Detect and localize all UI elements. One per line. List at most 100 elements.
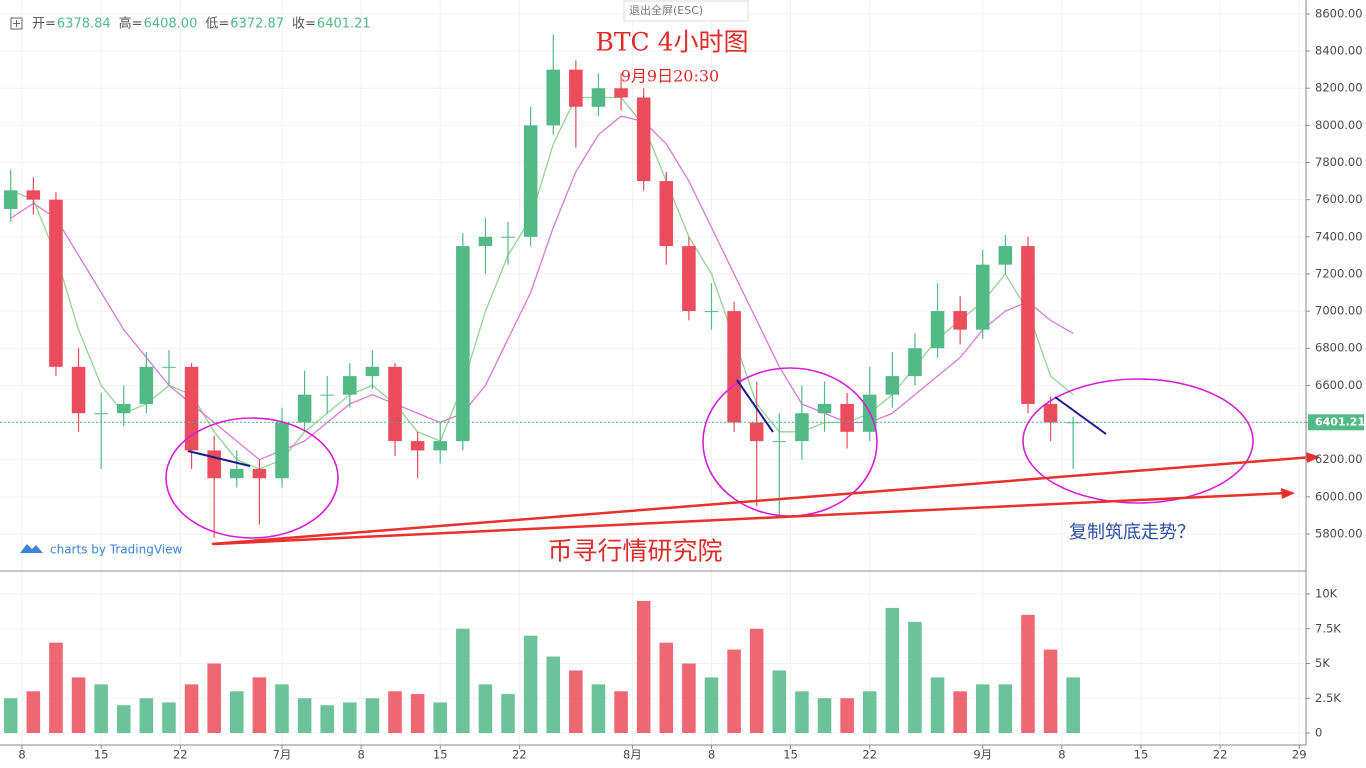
chart-title: BTC 4小时图 [595, 28, 748, 57]
trend-line [736, 379, 774, 433]
x-tick-label: 22 [862, 748, 877, 762]
x-tick-label: 22 [173, 748, 188, 762]
x-tick-label: 7月 [273, 748, 292, 762]
volume-bar [184, 684, 199, 734]
moving-average [10, 115, 1074, 461]
x-tick-label: 15 [94, 748, 109, 762]
volume-bar [975, 684, 990, 734]
x-tick-label: 15 [783, 748, 798, 762]
volume-bar [659, 642, 674, 734]
volume-bar [49, 642, 63, 734]
volume-bar [252, 677, 267, 734]
candle-body [749, 422, 764, 442]
y-tick-label: 7800.00 [1315, 155, 1363, 169]
trend-line [187, 450, 251, 467]
circle [1022, 378, 1254, 504]
y-tick-label: 5800.00 [1315, 526, 1363, 540]
volume-bar [546, 656, 561, 734]
y-tick-label: 6800.00 [1315, 341, 1363, 355]
volume-bar [320, 705, 334, 734]
volume-bar [275, 684, 289, 734]
y-tick-label: 6200.00 [1315, 452, 1363, 466]
volume-bar [682, 663, 696, 734]
candle-body [365, 366, 380, 377]
volume-bar [749, 628, 764, 734]
y-tick-label: 8200.00 [1315, 81, 1363, 95]
volume-bar [94, 684, 108, 734]
volume-bar [207, 663, 221, 734]
volume-bar [139, 698, 154, 734]
x-tick-label: 8 [357, 748, 364, 762]
candle-body [908, 348, 922, 377]
trend-line [1054, 396, 1107, 435]
candle-body [840, 403, 854, 432]
y-tick-label: 6000.00 [1315, 489, 1363, 503]
exit-button-label[interactable]: 退出全屏(ESC) [629, 3, 703, 17]
y-tick-label: 6600.00 [1315, 378, 1363, 392]
volume-bar [478, 684, 493, 734]
last-price-box [1308, 414, 1364, 431]
candle-body [410, 441, 425, 451]
candle-body [501, 236, 515, 238]
x-tick-label: 22 [1213, 748, 1228, 762]
candle-body [3, 190, 18, 209]
candle-body [614, 88, 628, 98]
arrow-head [1306, 452, 1320, 463]
volume-bar [953, 691, 967, 734]
y-tick-label: 8400.00 [1315, 44, 1363, 58]
y-tick-label: 7000.00 [1315, 304, 1363, 318]
candle-body [704, 311, 719, 313]
x-tick-label: 8 [18, 748, 25, 762]
candle-body [433, 441, 448, 451]
candle-body [817, 403, 832, 414]
exit-button[interactable] [623, 0, 749, 22]
candle-body [388, 366, 402, 442]
last-price-label: 6401.21 [1315, 415, 1365, 428]
annotation: 币寻行情研究院 [547, 537, 722, 566]
volume-bar [795, 691, 809, 734]
candle-body [727, 311, 741, 423]
candle-body [343, 376, 357, 395]
candle-body [1043, 403, 1058, 423]
y2-tick-label: 5K [1315, 656, 1330, 670]
volume-bar [523, 635, 538, 734]
candle-body [26, 190, 41, 200]
volume-bar [365, 698, 380, 734]
candle-body [207, 450, 221, 479]
candle-body [230, 468, 244, 479]
ohlc-value: 6408.00 [144, 17, 198, 32]
candle-body [297, 394, 312, 423]
volume-bar [885, 607, 900, 734]
candle-body [953, 311, 967, 330]
circle [165, 417, 339, 539]
candle-body [795, 413, 809, 442]
candle-body [94, 413, 108, 415]
volume-bar [297, 698, 312, 734]
collapse-icon[interactable] [10, 17, 23, 30]
volume-bar [591, 684, 606, 734]
volume-bar [71, 677, 86, 734]
x-tick-label: 8月 [623, 748, 642, 762]
candle-body [523, 125, 538, 237]
x-tick-label: 15 [1134, 748, 1149, 762]
ohlc-label: 低= [205, 17, 229, 32]
volume-bar [388, 691, 402, 734]
candle-body [636, 97, 651, 182]
ohlc-value: 6378.84 [57, 17, 111, 32]
drawings [165, 367, 1320, 546]
x-tick-label: 15 [433, 748, 448, 762]
volume-bar [343, 702, 357, 734]
watermark[interactable]: charts by TradingView [50, 543, 182, 557]
volume-bar [614, 691, 628, 734]
volume-bar [998, 684, 1013, 734]
candle-body [162, 366, 176, 368]
volume-bar [772, 670, 787, 734]
trend-arrow [214, 491, 1288, 546]
x-tick-label: 8 [1058, 748, 1065, 762]
volume-bar [862, 691, 877, 734]
volume-bar [433, 702, 448, 734]
candle-body [975, 264, 990, 330]
volume-bar [817, 698, 832, 734]
candle-body [184, 366, 199, 451]
